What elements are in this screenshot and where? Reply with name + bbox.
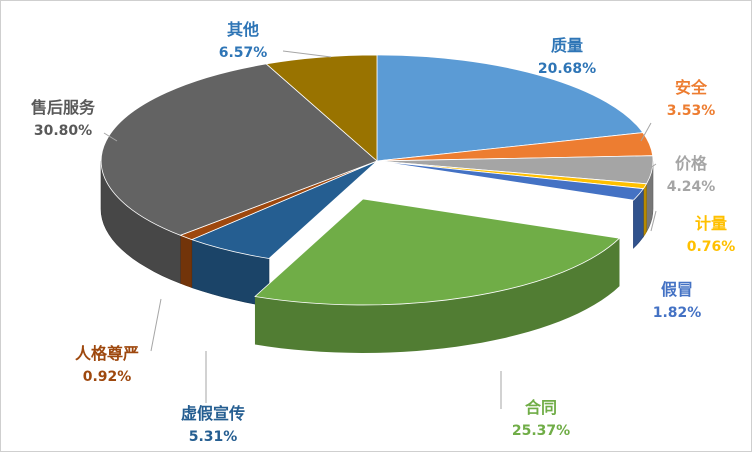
slice-percent-8: 30.80% <box>34 123 92 139</box>
slice-label-6: 虚假宣传 <box>181 404 245 423</box>
slice-label-3: 计量 <box>695 214 727 233</box>
data-labels: 质量 20.68% 安全 3.53% 价格 4.24% 计量 0.76% 假冒 1.82% 合同 25… <box>31 20 735 445</box>
leader-line-4 <box>650 210 657 232</box>
slice-percent-2: 4.24% <box>667 179 716 195</box>
slice-label-5: 合同 <box>525 398 557 417</box>
slice-percent-1: 3.53% <box>667 103 716 119</box>
slice-label-7: 人格尊严 <box>75 344 139 363</box>
slice-label-2: 价格 <box>675 154 708 173</box>
leader-line-8 <box>103 132 118 142</box>
slice-8 <box>100 63 378 236</box>
slice-label-4: 假冒 <box>661 280 693 299</box>
slice-percent-0: 20.68% <box>538 61 596 77</box>
slice-side-3 <box>643 182 647 238</box>
slice-label-1: 安全 <box>675 78 708 97</box>
leader-lines <box>103 50 657 409</box>
leader-line-1 <box>640 122 652 142</box>
slice-label-8: 售后服务 <box>31 98 96 117</box>
slice-label-0: 质量 <box>551 36 583 55</box>
slice-5 <box>254 198 621 306</box>
leader-line-7 <box>150 298 162 352</box>
slice-label-9: 其他 <box>227 20 259 39</box>
slice-percent-7: 0.92% <box>83 369 132 385</box>
leader-line-2 <box>648 163 657 170</box>
slice-percent-9: 6.57% <box>219 45 268 61</box>
slice-side-5 <box>255 238 620 353</box>
slice-percent-4: 1.82% <box>653 305 702 321</box>
slice-percent-5: 25.37% <box>512 423 570 439</box>
leader-line-9 <box>282 50 332 58</box>
pie-top-layer <box>100 54 654 306</box>
slice-0 <box>376 54 644 162</box>
slice-9 <box>265 54 378 162</box>
slice-side-7 <box>180 234 193 289</box>
slice-4 <box>376 160 645 201</box>
slice-percent-3: 0.76% <box>687 239 736 255</box>
slice-percent-6: 5.31% <box>189 429 238 445</box>
